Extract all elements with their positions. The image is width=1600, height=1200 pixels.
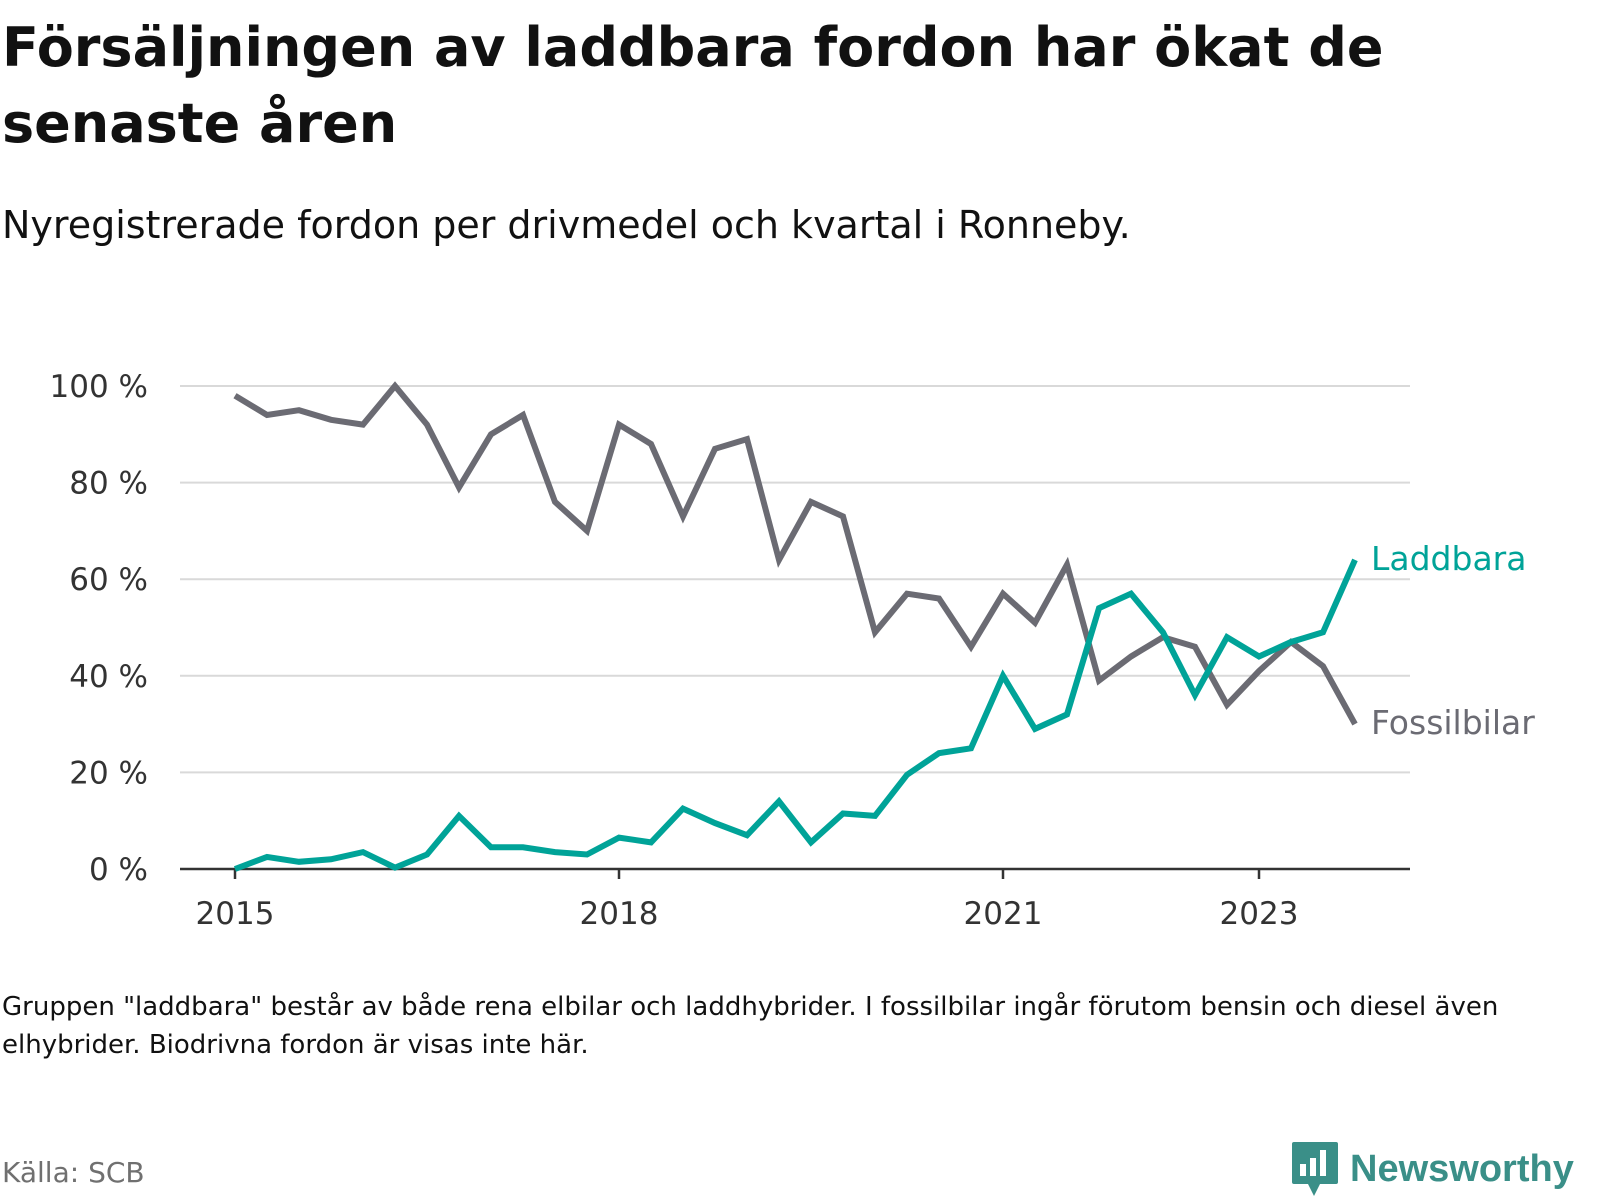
y-tick-label: 80 %: [69, 466, 148, 502]
series-label-laddbara: Laddbara: [1371, 539, 1526, 578]
x-tick-label: 2018: [580, 896, 659, 932]
x-axis: 2015 2018 2021 2023: [180, 867, 1410, 932]
series-lines: [233, 381, 1358, 872]
series-labels: Fossilbilar Laddbara: [1371, 539, 1535, 742]
series-label-fossilbilar: Fossilbilar: [1371, 703, 1535, 742]
y-tick-label: 0 %: [89, 852, 148, 888]
y-tick-label: 100 %: [50, 369, 148, 405]
source-text: Källa: SCB: [2, 1156, 145, 1189]
x-tick-label: 2015: [196, 896, 275, 932]
y-tick-label: 60 %: [69, 562, 148, 598]
chart-subtitle: Nyregistrerade fordon per drivmedel och …: [2, 203, 1131, 247]
newsworthy-logo: Newsworthy: [1290, 1140, 1574, 1198]
y-tick-label: 40 %: [69, 659, 148, 695]
gridlines: [180, 385, 1410, 774]
line-chart: 0 % 20 % 40 % 60 % 80 % 100 % 2015 2018 2021 202…: [50, 369, 1536, 932]
x-tick-label: 2023: [1220, 896, 1299, 932]
y-axis: 0 % 20 % 40 % 60 % 80 % 100 %: [50, 369, 148, 888]
y-tick-label: 20 %: [69, 755, 148, 791]
chart-title: Försäljningen av laddbara fordon har öka…: [2, 16, 1384, 155]
newsworthy-logo-icon: [1292, 1142, 1338, 1196]
newsworthy-logo-text: Newsworthy: [1350, 1147, 1574, 1190]
x-tick-label: 2021: [964, 896, 1043, 932]
footnote: Gruppen "laddbara" består av både rena e…: [2, 992, 1499, 1060]
series-line-laddbara: [233, 558, 1358, 872]
